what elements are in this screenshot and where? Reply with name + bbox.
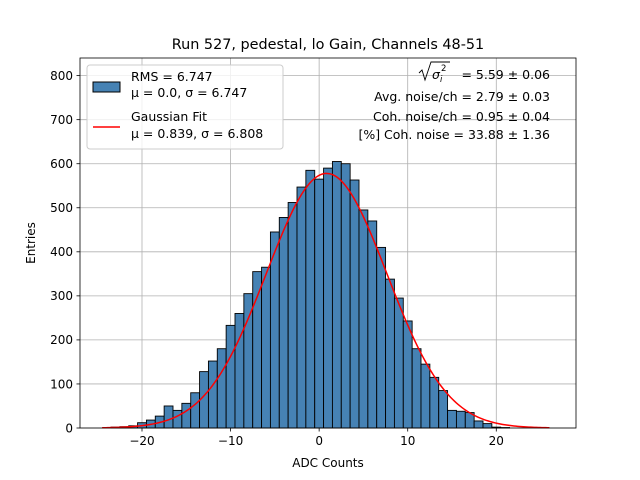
annotation-sqrt-value: = 5.59 ± 0.06 [461, 67, 550, 82]
histogram-bar [163, 405, 174, 429]
legend-label-fit-line2: μ = 0.839, σ = 6.808 [131, 126, 263, 141]
plot-frame [79, 57, 577, 429]
histogram-bar [455, 410, 466, 429]
legend-box [86, 64, 284, 150]
histogram-bar [402, 320, 413, 429]
x-tick-label: 0 [315, 434, 323, 448]
histogram-bar [278, 217, 289, 429]
histogram-bar [243, 293, 254, 429]
histogram-bar [261, 266, 271, 429]
legend: RMS = 6.747 μ = 0.0, σ = 6.747 Gaussian … [86, 64, 284, 150]
annotation-sigma-sub: i [440, 75, 443, 85]
histogram-bar [358, 209, 369, 429]
histogram-bar [429, 376, 440, 429]
y-tick-label: 600 [50, 157, 73, 171]
x-axis-ticks: −20 −10 0 10 20 [129, 428, 504, 448]
histogram-bar [323, 167, 333, 429]
histogram-bar [207, 360, 218, 429]
annotation-coh-noise: Coh. noise/ch = 0.95 ± 0.04 [373, 109, 550, 124]
legend-label-hist-line2: μ = 0.0, σ = 6.747 [131, 85, 247, 100]
gaussian-fit-line [102, 172, 550, 429]
histogram-bar [411, 348, 422, 429]
y-tick-label: 0 [65, 421, 73, 435]
y-tick-label: 500 [50, 201, 73, 215]
histogram-bar [376, 246, 387, 429]
y-tick-label: 700 [50, 113, 73, 127]
y-tick-label: 300 [50, 289, 73, 303]
histogram-bar [340, 163, 351, 429]
histogram-bar [216, 348, 227, 429]
histogram-bar [305, 169, 316, 429]
histogram-bar [473, 420, 484, 429]
histogram-bar [482, 423, 493, 429]
chart-title: Run 527, pedestal, lo Gain, Channels 48-… [172, 37, 484, 53]
sqrt-sign [418, 61, 450, 82]
x-tick-label: 10 [400, 434, 415, 448]
histogram-bar [447, 409, 457, 429]
legend-label-hist-line1: RMS = 6.747 [131, 69, 213, 84]
histogram-bar [420, 363, 431, 429]
y-tick-label: 800 [50, 69, 73, 83]
x-tick-label: −10 [218, 434, 243, 448]
x-tick-label: 20 [489, 434, 504, 448]
annotation-sigma: σ [432, 67, 441, 82]
annotation-coh-noise-pct: [%] Coh. noise = 33.88 ± 1.36 [358, 127, 550, 142]
histogram-bar [314, 178, 325, 429]
x-tick-label: −20 [129, 434, 154, 448]
x-axis-label: ADC Counts [292, 456, 364, 470]
histogram-bar [190, 392, 201, 429]
y-axis-ticks: 0 100 200 300 400 500 600 700 800 [50, 69, 80, 435]
histogram-bar [172, 409, 183, 429]
legend-swatch-hist [92, 81, 121, 93]
annotation-avg-noise: Avg. noise/ch = 2.79 ± 0.03 [374, 89, 550, 104]
histogram-bar [296, 186, 307, 429]
histogram-bar [287, 202, 298, 429]
histogram-bar [225, 324, 236, 429]
legend-label-fit-line1: Gaussian Fit [131, 109, 207, 124]
histogram-bar [181, 402, 192, 429]
annotation-sigma-sup: 2 [441, 64, 446, 74]
histogram-bar [349, 179, 360, 429]
y-tick-label: 100 [50, 377, 73, 391]
histogram-bar [367, 220, 378, 429]
histogram-bar [438, 390, 449, 429]
histogram-bar [385, 278, 395, 429]
y-tick-label: 200 [50, 333, 73, 347]
annotation-sqrt-sigma: σ i 2 = 5.59 ± 0.06 [418, 61, 550, 85]
y-tick-label: 400 [50, 245, 73, 259]
histogram-bar [331, 161, 342, 429]
annotation-block: σ i 2 = 5.59 ± 0.06 Avg. noise/ch = 2.79… [358, 61, 550, 142]
y-axis-label: Entries [24, 222, 38, 264]
histogram-bar [393, 297, 404, 429]
